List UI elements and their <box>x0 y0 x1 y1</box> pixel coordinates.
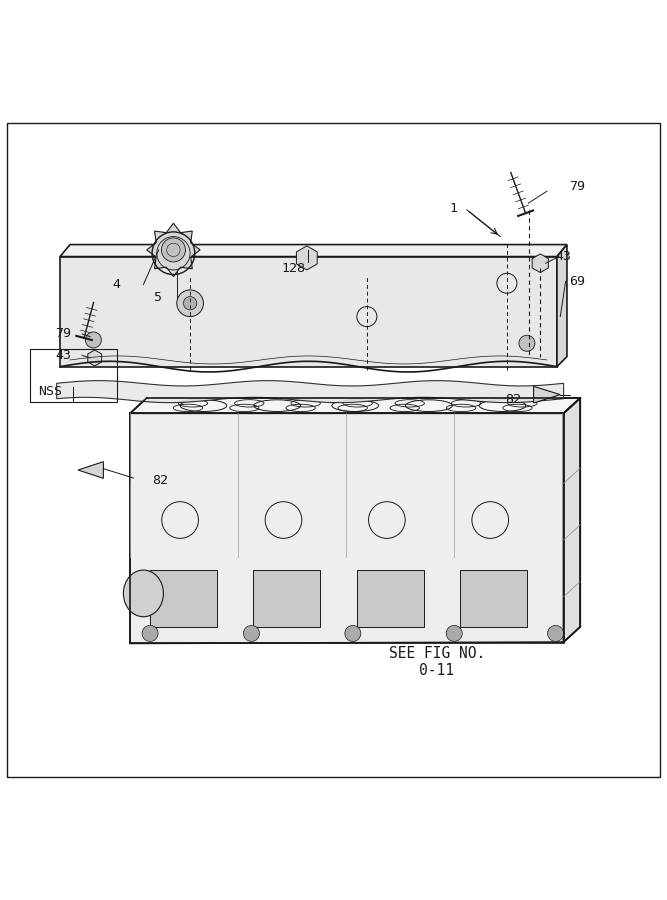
Text: 79: 79 <box>569 180 585 193</box>
Circle shape <box>345 626 361 642</box>
Polygon shape <box>130 398 580 413</box>
Circle shape <box>446 626 462 642</box>
Bar <box>150 570 217 626</box>
Polygon shape <box>57 381 564 402</box>
Polygon shape <box>147 223 200 276</box>
Text: 0-11: 0-11 <box>420 662 454 678</box>
Polygon shape <box>78 462 103 478</box>
Polygon shape <box>296 246 317 270</box>
Text: 82: 82 <box>152 473 168 487</box>
Text: 4: 4 <box>113 278 121 291</box>
Circle shape <box>183 297 197 310</box>
Text: NSS: NSS <box>38 385 62 398</box>
Text: 128: 128 <box>281 262 305 275</box>
Text: 69: 69 <box>569 274 585 288</box>
Text: 82: 82 <box>506 392 522 406</box>
Polygon shape <box>534 386 560 403</box>
Circle shape <box>161 238 185 262</box>
Text: 43: 43 <box>556 250 572 263</box>
Text: 79: 79 <box>55 328 71 340</box>
Circle shape <box>243 626 259 642</box>
Polygon shape <box>60 245 567 256</box>
Bar <box>357 570 424 626</box>
Bar <box>30 348 117 402</box>
Polygon shape <box>88 350 101 366</box>
Polygon shape <box>564 398 580 642</box>
Circle shape <box>177 290 203 317</box>
Text: 1: 1 <box>450 202 458 215</box>
Text: SEE FIG NO.: SEE FIG NO. <box>389 646 485 661</box>
Polygon shape <box>557 245 567 366</box>
Text: 5: 5 <box>153 292 161 304</box>
Circle shape <box>142 626 158 642</box>
Circle shape <box>85 332 101 348</box>
Polygon shape <box>60 256 557 366</box>
Text: 43: 43 <box>55 349 71 362</box>
Ellipse shape <box>123 570 163 617</box>
Bar <box>460 570 527 626</box>
Bar <box>253 570 320 626</box>
Circle shape <box>519 336 535 351</box>
Circle shape <box>548 626 564 642</box>
Polygon shape <box>130 413 564 644</box>
Polygon shape <box>532 254 548 273</box>
